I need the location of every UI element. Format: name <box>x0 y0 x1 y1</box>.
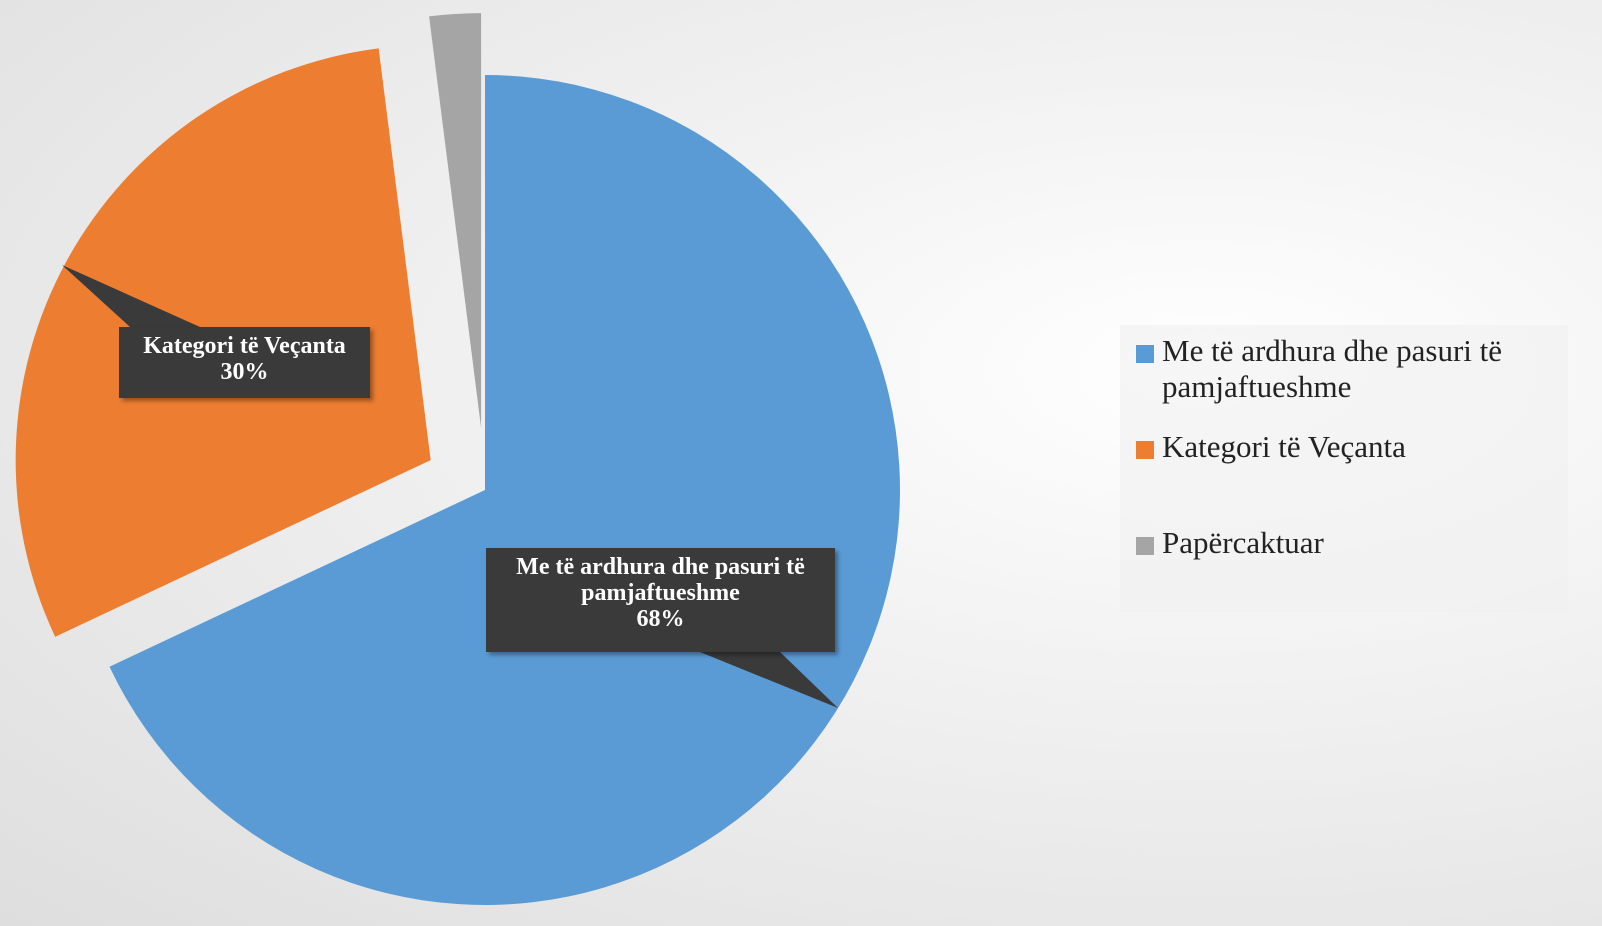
legend-entry: Me të ardhura dhe pasuri të pamjaftueshm… <box>1136 333 1566 405</box>
legend-label: Papërcaktuar <box>1162 525 1324 560</box>
callout-pointer <box>62 265 200 327</box>
data-label-value: 68% <box>636 606 685 632</box>
legend-swatch <box>1136 441 1154 459</box>
data-label: Kategori të Veçanta 30% <box>119 327 370 398</box>
data-label-category: Kategori të Veçanta <box>143 333 346 359</box>
legend-label: Me të ardhura dhe pasuri të pamjaftueshm… <box>1162 333 1503 404</box>
data-label-category: Me të ardhura dhe pasuri të pamjaftueshm… <box>516 554 805 606</box>
pie-slice <box>109 75 901 906</box>
callout-pointer <box>700 652 838 708</box>
legend-entry: Kategori të Veçanta <box>1136 429 1566 465</box>
legend-swatch <box>1136 537 1154 555</box>
legend: Me të ardhura dhe pasuri të pamjaftueshm… <box>1120 325 1568 612</box>
data-label-value: 30% <box>220 359 269 385</box>
pie-slice <box>429 13 482 429</box>
legend-entry: Papërcaktuar <box>1136 525 1566 561</box>
legend-label: Kategori të Veçanta <box>1162 429 1406 464</box>
legend-swatch <box>1136 345 1154 363</box>
data-label: Me të ardhura dhe pasuri të pamjaftueshm… <box>486 548 835 652</box>
